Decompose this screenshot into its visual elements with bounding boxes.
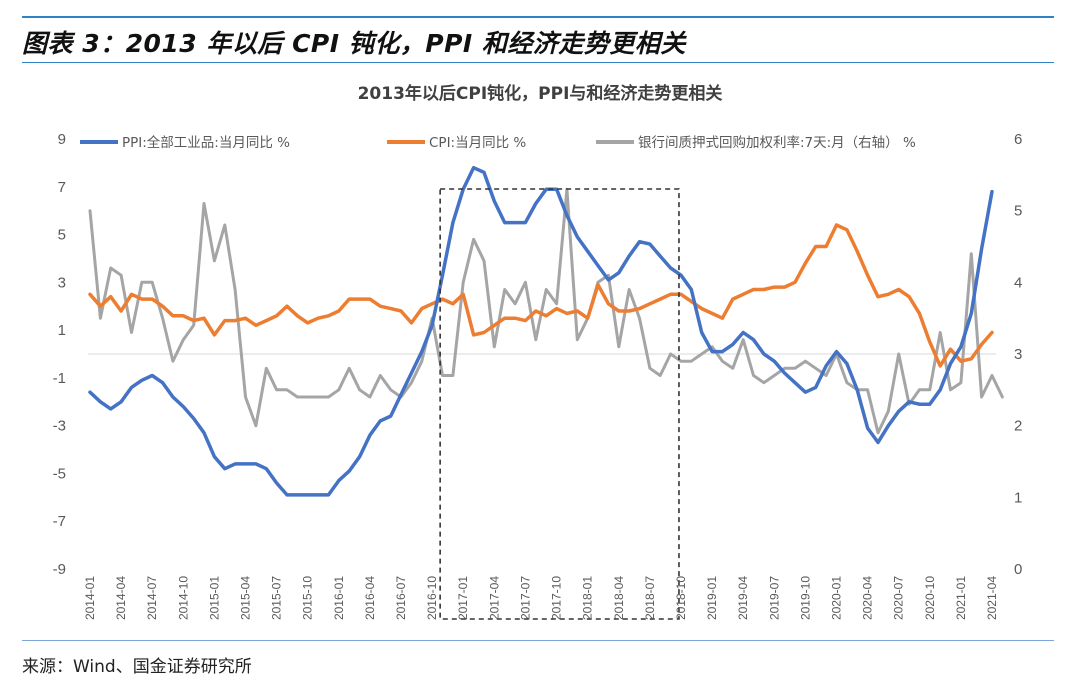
- x-tick-label: 2016-01: [332, 576, 346, 620]
- y-left-tick-label: 3: [58, 274, 66, 291]
- y-axis-right: 6 5 4 3 2 1 0: [1014, 131, 1022, 578]
- highlight-box-layer: [439, 188, 680, 620]
- y-right-tick-label: 5: [1014, 203, 1022, 220]
- x-tick-label: 2021-01: [954, 576, 968, 620]
- y-left-tick-label: -7: [53, 513, 66, 530]
- x-tick-label: 2017-04: [487, 576, 501, 620]
- series-layer: [88, 165, 1004, 497]
- y-right-tick-label: 6: [1014, 131, 1022, 148]
- x-tick-label: 2014-04: [114, 576, 128, 620]
- y-left-tick-label: -5: [53, 465, 66, 482]
- x-tick-label: 2020-10: [923, 576, 937, 620]
- x-tick-label: 2014-10: [176, 576, 190, 620]
- cpi-line: [88, 223, 994, 368]
- figure-title: 图表 3：2013 年以后 CPI 钝化，PPI 和经济走势更相关: [22, 29, 686, 58]
- y-left-tick-label: 5: [58, 227, 66, 244]
- y-right-tick-label: 1: [1014, 489, 1022, 506]
- x-tick-label: 2015-10: [301, 576, 315, 620]
- x-tick-label: 2014-07: [145, 576, 159, 620]
- x-tick-label: 2015-01: [207, 576, 221, 620]
- x-tick-label: 2015-07: [270, 576, 284, 620]
- x-tick-label: 2021-04: [985, 576, 999, 620]
- highlight-box: [439, 188, 680, 620]
- y-left-tick-label: -1: [53, 370, 66, 387]
- y-right-tick-label: 3: [1014, 346, 1022, 363]
- x-tick-label: 2019-07: [767, 576, 781, 620]
- legend-repo-rate-label: 银行间质押式回购加权利率:7天:月（右轴） %: [638, 134, 916, 151]
- y-right-tick-label: 0: [1014, 561, 1022, 578]
- y-right-tick-label: 2: [1014, 418, 1022, 435]
- legend: PPI:全部工业品:当月同比 % CPI:当月同比 % 银行间质押式回购加权利率:7…: [80, 134, 916, 151]
- ppi-line: [88, 165, 994, 497]
- legend-ppi-label: PPI:全部工业品:当月同比 %: [122, 134, 290, 151]
- legend-cpi-label: CPI:当月同比 %: [429, 135, 526, 151]
- x-tick-label: 2019-01: [705, 576, 719, 620]
- chart-title: 2013年以后CPI钝化，PPI与和经济走势更相关: [358, 83, 723, 104]
- y-left-tick-label: 9: [58, 131, 66, 148]
- x-axis: 2014-01 2014-04 2014-07 2014-10 2015-01 2015-…: [83, 576, 999, 620]
- x-tick-label: 2014-01: [83, 576, 97, 620]
- y-axis-left: 9 7 5 3 1 -1 -3 -5 -7 -9: [53, 131, 66, 578]
- x-tick-label: 2020-07: [892, 576, 906, 620]
- x-tick-label: 2017-01: [456, 576, 470, 620]
- x-tick-label: 2017-10: [550, 576, 564, 620]
- x-tick-label: 2016-07: [394, 576, 408, 620]
- repo-rate-line: [88, 187, 1004, 435]
- x-tick-label: 2020-01: [829, 576, 843, 620]
- chart: 2013年以后CPI钝化，PPI与和经济走势更相关 9 7 5 3 1 -1 -3 -5 -7 -…: [53, 83, 1023, 620]
- x-tick-label: 2016-10: [425, 576, 439, 620]
- x-tick-label: 2017-07: [518, 576, 532, 620]
- title-rule: [22, 62, 1054, 63]
- source-note: 来源：Wind、国金证券研究所: [22, 657, 252, 677]
- x-tick-label: 2018-04: [612, 576, 626, 620]
- top-rule: [22, 16, 1054, 18]
- x-tick-label: 2016-04: [363, 576, 377, 620]
- bottom-rule: [22, 640, 1054, 641]
- y-left-tick-label: 7: [58, 179, 66, 196]
- x-tick-label: 2019-10: [798, 576, 812, 620]
- x-tick-label: 2018-10: [674, 576, 688, 620]
- y-right-tick-label: 4: [1014, 274, 1022, 291]
- y-left-tick-label: -3: [53, 418, 66, 435]
- x-tick-label: 2018-01: [581, 576, 595, 620]
- y-left-tick-label: -9: [53, 561, 66, 578]
- x-tick-label: 2015-04: [239, 576, 253, 620]
- x-tick-label: 2019-04: [736, 576, 750, 620]
- x-tick-label: 2020-04: [861, 576, 875, 620]
- x-tick-label: 2018-07: [643, 576, 657, 620]
- y-left-tick-label: 1: [58, 322, 66, 339]
